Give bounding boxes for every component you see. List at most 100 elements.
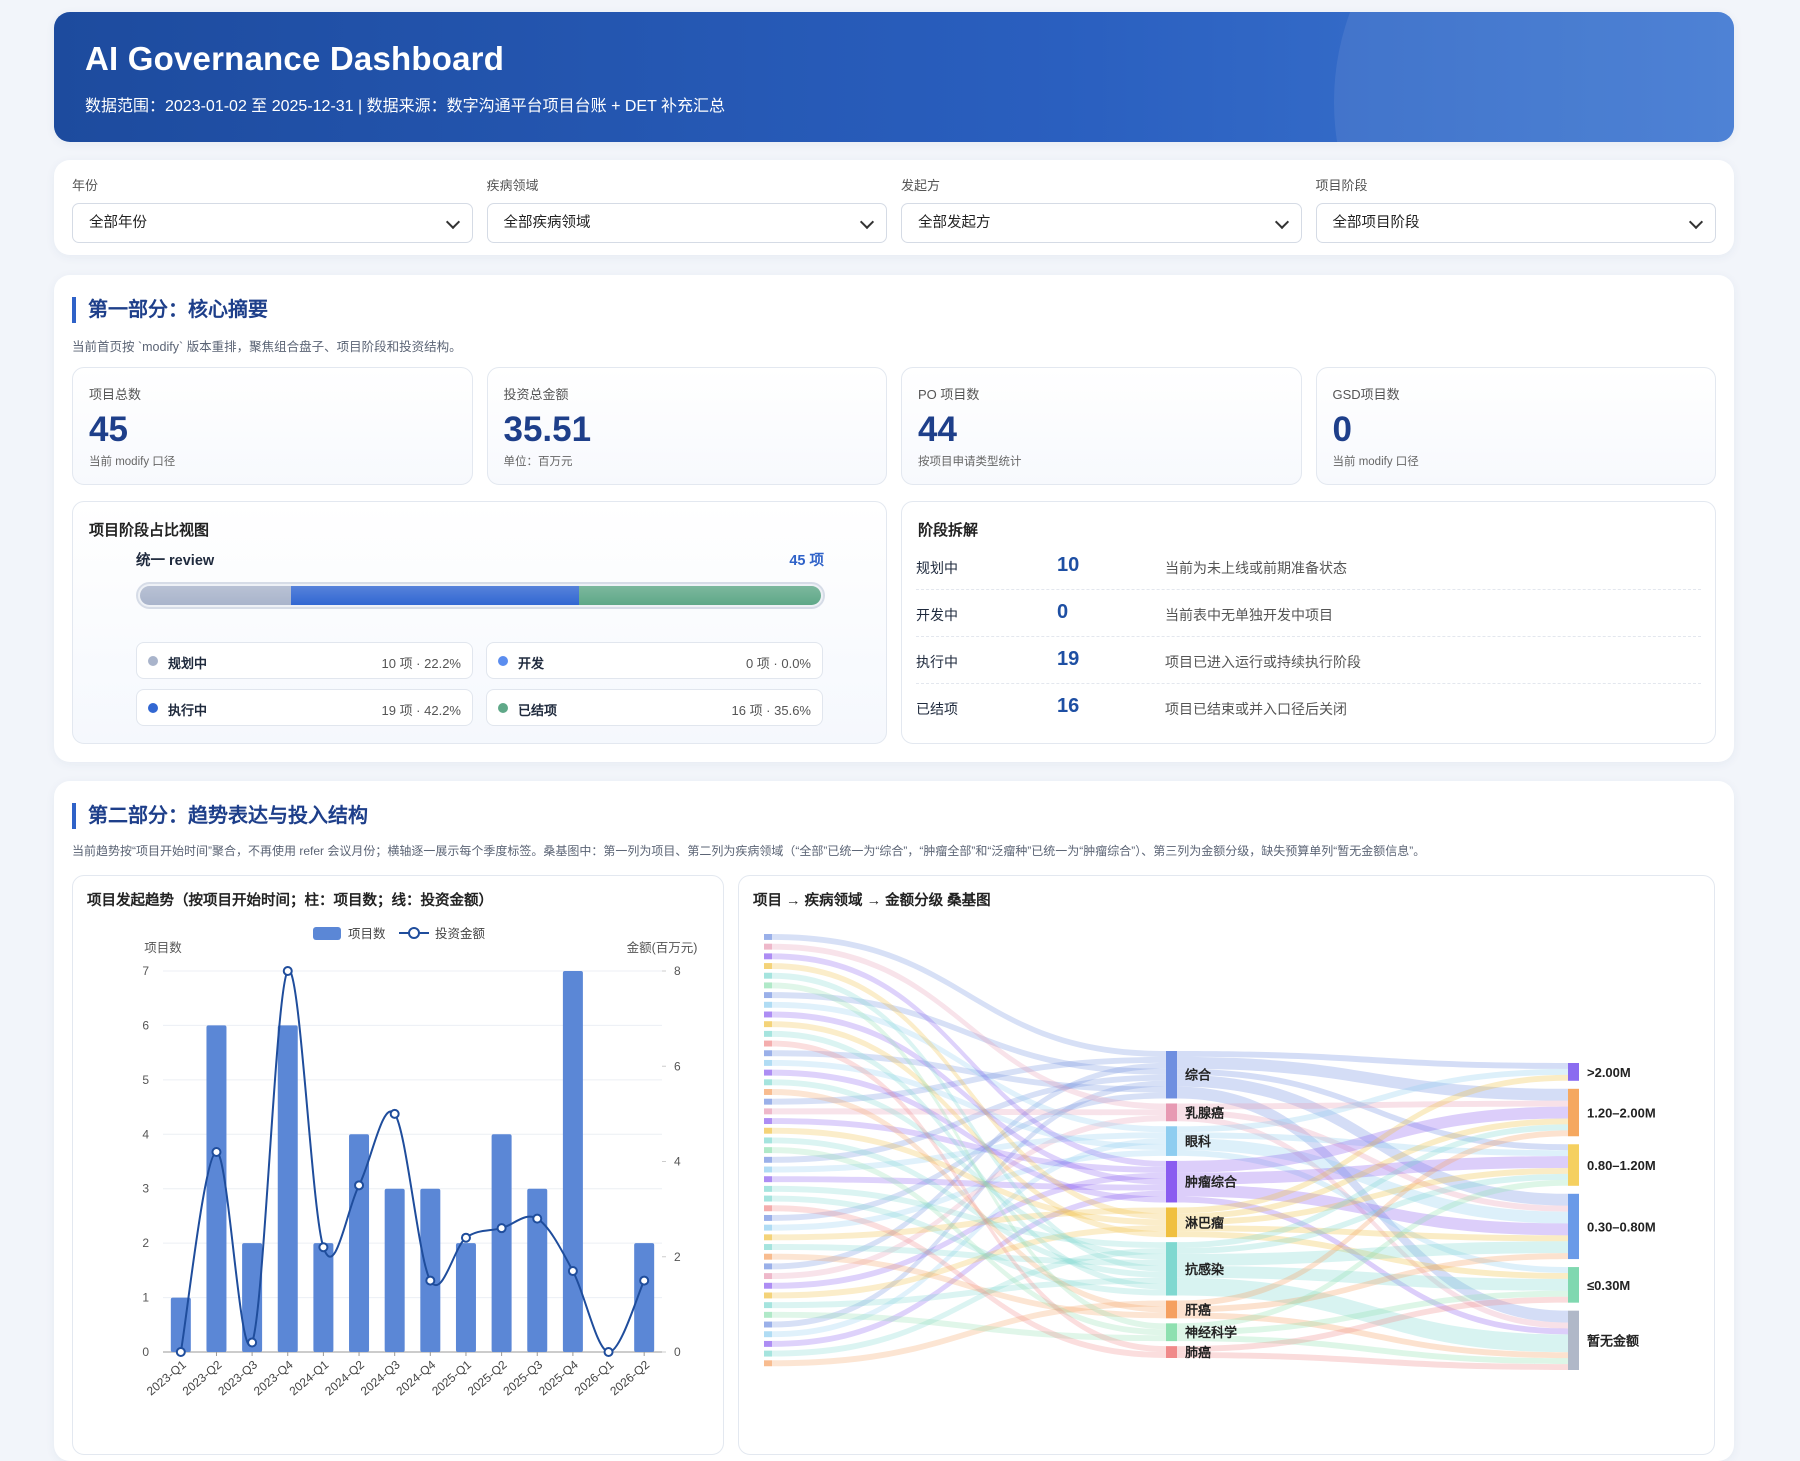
sankey-link (1177, 1335, 1568, 1365)
amount-point (389, 1108, 400, 1119)
amount-point (247, 1337, 258, 1348)
project-flow (772, 1311, 1166, 1342)
project-flow (772, 1300, 1166, 1367)
project-node (764, 1166, 772, 1173)
project-node (764, 1137, 772, 1144)
sankey-link (1177, 1265, 1568, 1291)
project-flow (772, 1244, 1166, 1266)
project-node (764, 1234, 772, 1241)
tier-label: 暂无金额 (1587, 1333, 1639, 1348)
sankey-link (1177, 1115, 1568, 1329)
header-decoration (1334, 12, 1734, 142)
breakdown-row: 已结项 16 项目已结束或并入口径后关闭 (916, 685, 1701, 731)
x-tick-label: 2026-Q2 (607, 1357, 652, 1398)
project-flow (772, 1185, 1166, 1249)
project-node (764, 1331, 772, 1338)
sankey-link (1177, 1132, 1568, 1157)
kpi-note: 单位：百万元 (503, 456, 573, 468)
domain-node (1166, 1160, 1177, 1203)
sankey-link (1177, 1068, 1568, 1133)
tier-label: ≤0.30M (1587, 1278, 1630, 1293)
project-node (764, 1001, 772, 1008)
tier-label: 0.30–0.80M (1587, 1219, 1656, 1234)
sankey-link (1177, 1100, 1568, 1110)
row-name: 规划中 (916, 560, 958, 576)
section-title: 第一部分：核心摘要 (72, 297, 1716, 323)
project-node (764, 1147, 772, 1154)
project-flow (772, 1074, 1166, 1163)
kpi-card: GSD项目数 0 当前 modify 口径 (1315, 367, 1716, 485)
project-node (764, 953, 772, 960)
stage-segment (578, 586, 821, 605)
stage-legend: 已结项 16 项 · 35.6% (486, 689, 823, 726)
project-flow (772, 982, 1166, 1330)
row-value: 16 (1057, 695, 1080, 717)
y-tick-label: 0 (142, 1345, 149, 1359)
domain-node (1166, 1051, 1177, 1099)
kpi-note: 当前 modify 口径 (89, 456, 176, 468)
amount-point (496, 1223, 507, 1234)
legend-value: 0 项 · 0.0% (745, 656, 811, 671)
sankey-link (1177, 1118, 1568, 1220)
filter: 项目阶段 全部项目阶段 (1315, 175, 1716, 243)
sankey-link (1177, 1106, 1568, 1173)
project-flow (772, 1080, 1166, 1328)
project-flow (772, 1069, 1166, 1203)
y-tick-label: 3 (142, 1182, 149, 1196)
project-node (764, 1292, 772, 1299)
page-subtitle: 数据范围：2023-01-02 至 2025-12-31 | 数据来源：数字沟通… (85, 98, 726, 115)
project-flow (772, 934, 1166, 1057)
project-node (764, 1040, 772, 1047)
project-flow (772, 1176, 1166, 1191)
project-flow (772, 1147, 1166, 1336)
legend-dot (498, 656, 508, 666)
summary-section: 第一部分：核心摘要 当前首页按 `modify` 版本重排，聚焦组合盘子、项目阶… (54, 275, 1734, 762)
domain-label: 抗感染 (1185, 1262, 1225, 1277)
sankey-link (1177, 1196, 1568, 1335)
project-node (764, 1156, 772, 1163)
y-tick-label: 1 (142, 1291, 149, 1305)
y-tick-label: 7 (142, 964, 149, 978)
domain-label: 淋巴瘤 (1185, 1215, 1224, 1230)
project-flow (772, 1011, 1166, 1185)
domain-label: 眼科 (1185, 1134, 1211, 1149)
y2-tick-label: 2 (674, 1250, 681, 1264)
filter-select[interactable]: 全部发起方 (901, 203, 1302, 243)
bar (206, 1025, 227, 1352)
bar (242, 1243, 263, 1352)
project-flow (772, 953, 1166, 1167)
legend-value: 16 项 · 35.6% (731, 703, 812, 718)
kpi-value: 45 (89, 410, 128, 449)
project-node (764, 1214, 772, 1221)
kpi-value: 35.51 (503, 410, 592, 449)
project-flow (772, 1062, 1166, 1270)
stage-legend: 执行中 19 项 · 42.2% (136, 689, 473, 726)
amount-point (175, 1347, 186, 1357)
panel-title: 项目阶段占比视图 (89, 522, 210, 539)
filter-select[interactable]: 全部年份 (72, 203, 473, 243)
project-flow (772, 1079, 1166, 1260)
bar (384, 1188, 405, 1352)
kpi-card: 项目总数 45 当前 modify 口径 (72, 367, 473, 485)
project-node (764, 982, 772, 989)
domain-node (1166, 1242, 1177, 1296)
sankey-link (1177, 1056, 1568, 1101)
filter-select[interactable]: 全部项目阶段 (1315, 203, 1716, 243)
bar (313, 1243, 334, 1352)
section-desc: 当前首页按 `modify` 版本重排，聚焦组合盘子、项目阶段和投资结构。 (72, 340, 462, 354)
stage-bar (136, 582, 825, 609)
project-flow (772, 1132, 1166, 1173)
legend-name: 规划中 (168, 656, 208, 671)
filter-select[interactable]: 全部疾病领域 (486, 203, 887, 243)
kpi-label: GSD项目数 (1332, 387, 1400, 402)
breakdown-row: 规划中 10 当前为未上线或前期准备状态 (916, 544, 1701, 590)
project-flow (772, 1195, 1166, 1296)
project-node (764, 1127, 772, 1134)
kpi-value: 44 (918, 410, 957, 449)
domain-node (1166, 1346, 1177, 1358)
bar (634, 1243, 655, 1352)
trend-section: 第二部分：趋势表达与投入结构 当前趋势按“项目开始时间”聚合，不再使用 refe… (54, 781, 1734, 1461)
bar (455, 1243, 476, 1352)
project-flow (772, 1040, 1166, 1353)
section-desc: 当前趋势按“项目开始时间”聚合，不再使用 refer 会议月份；横轴逐一展示每个… (72, 844, 1426, 858)
